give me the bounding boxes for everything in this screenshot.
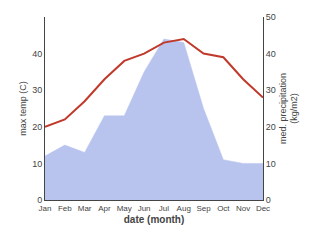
svg-text:med. precipitation(kg/m2): med. precipitation(kg/m2) [278,73,300,144]
svg-text:30: 30 [32,85,42,95]
svg-text:10: 10 [32,159,42,169]
svg-text:date (month): date (month) [124,214,185,225]
svg-text:Jun: Jun [138,204,151,213]
svg-text:50: 50 [266,12,276,22]
svg-text:Feb: Feb [58,204,72,213]
svg-text:Oct: Oct [217,204,230,213]
svg-text:20: 20 [32,122,42,132]
svg-text:30: 30 [266,85,276,95]
svg-text:Mar: Mar [78,204,92,213]
svg-text:0: 0 [37,195,42,205]
svg-text:0: 0 [266,195,271,205]
svg-text:40: 40 [32,49,42,59]
svg-text:Jul: Jul [159,204,169,213]
svg-text:Apr: Apr [98,204,111,213]
svg-text:10: 10 [266,159,276,169]
svg-text:Nov: Nov [236,204,250,213]
svg-text:20: 20 [266,122,276,132]
svg-text:40: 40 [266,49,276,59]
svg-text:May: May [117,204,132,213]
svg-text:max temp (C): max temp (C) [18,81,28,136]
svg-text:Jan: Jan [39,204,52,213]
svg-text:Dec: Dec [256,204,270,213]
svg-text:Aug: Aug [177,204,191,213]
svg-text:Sep: Sep [196,204,211,213]
